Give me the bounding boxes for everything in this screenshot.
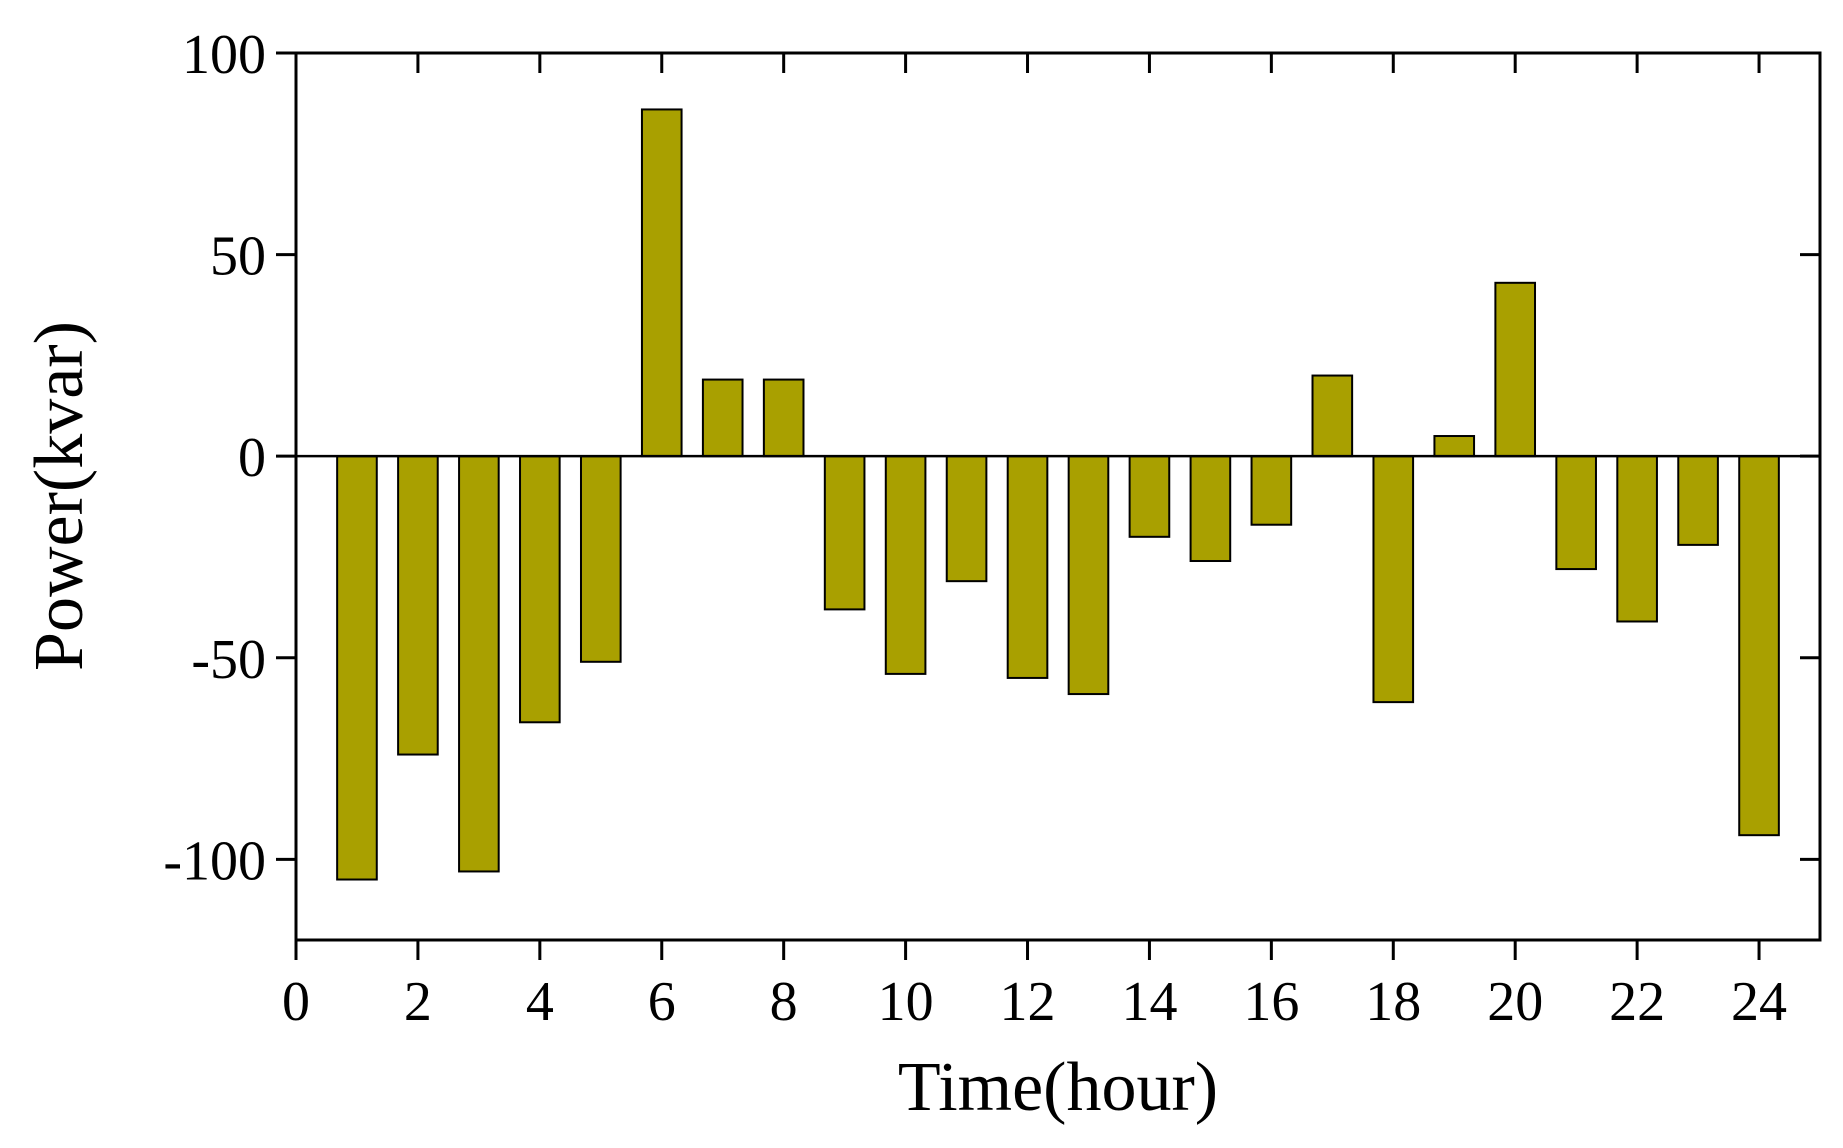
bar	[1372, 455, 1415, 704]
x-tick-label: 22	[1609, 971, 1665, 1033]
x-tick-label: 8	[770, 971, 798, 1033]
y-tick-label: 100	[182, 24, 266, 86]
bar	[945, 455, 988, 583]
bar	[1555, 455, 1597, 571]
bar	[1006, 455, 1049, 679]
bar	[519, 455, 561, 724]
bar	[1128, 455, 1171, 538]
x-tick-label: 20	[1487, 971, 1543, 1033]
y-tick-label: 0	[238, 427, 266, 489]
bar	[458, 455, 500, 873]
bar	[579, 455, 622, 663]
bar	[701, 378, 744, 458]
x-tick-label: 12	[1000, 971, 1056, 1033]
bar	[1433, 435, 1476, 458]
bar	[1677, 455, 1719, 546]
bar	[1189, 455, 1232, 563]
y-tick-label: -100	[163, 830, 266, 892]
bar	[762, 378, 805, 458]
x-tick-label: 0	[282, 971, 310, 1033]
x-tick-label: 16	[1243, 971, 1299, 1033]
bar	[336, 455, 378, 881]
bar	[1738, 455, 1780, 837]
y-axis-label: Power(kvar)	[21, 321, 98, 671]
x-tick-label: 10	[878, 971, 934, 1033]
bar	[823, 455, 866, 611]
bar	[1616, 455, 1658, 623]
bar	[1494, 281, 1537, 458]
bar	[884, 455, 927, 675]
bar	[397, 455, 439, 756]
bar	[1250, 455, 1293, 526]
y-tick-label: -50	[191, 629, 266, 691]
y-tick-label: 50	[210, 226, 266, 288]
x-axis-label: Time(hour)	[898, 1049, 1218, 1126]
bar	[640, 108, 683, 458]
bar	[1311, 374, 1354, 458]
x-tick-label: 24	[1731, 971, 1787, 1033]
x-tick-label: 14	[1121, 971, 1177, 1033]
x-tick-label: 18	[1365, 971, 1421, 1033]
x-tick-label: 6	[648, 971, 676, 1033]
x-tick-label: 2	[404, 971, 432, 1033]
plot-frame	[294, 51, 1822, 942]
bar	[1067, 455, 1110, 696]
x-tick-label: 4	[526, 971, 554, 1033]
